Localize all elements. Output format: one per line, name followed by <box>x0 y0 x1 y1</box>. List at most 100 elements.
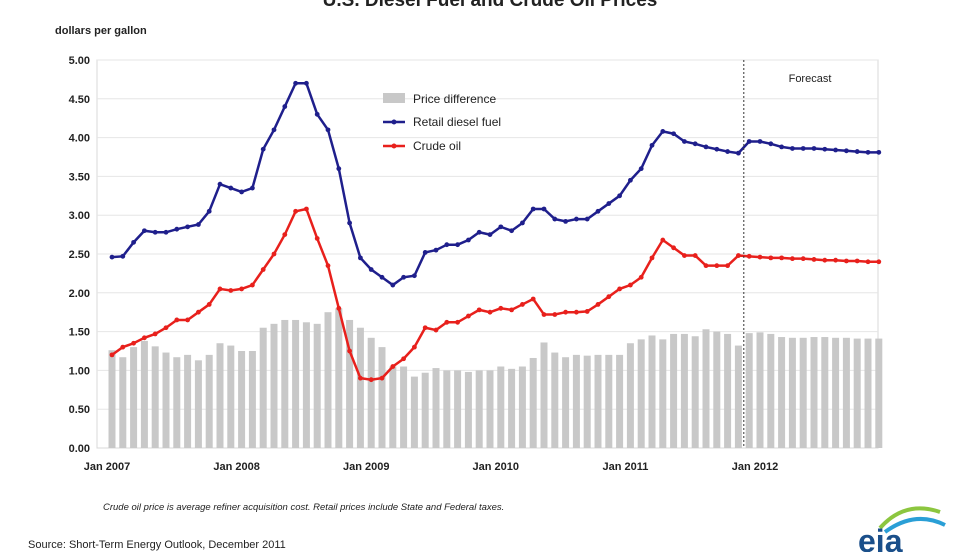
point-retail-diesel-fuel <box>260 146 266 152</box>
bar-price-difference <box>540 342 548 448</box>
point-retail-diesel-fuel <box>530 206 536 212</box>
point-retail-diesel-fuel <box>336 166 342 172</box>
y-tick-label: 4.50 <box>69 94 90 106</box>
point-crude-oil <box>692 253 698 258</box>
point-retail-diesel-fuel <box>314 111 320 117</box>
point-retail-diesel-fuel <box>412 273 417 279</box>
point-crude-oil <box>822 257 828 263</box>
y-tick-label: 3.00 <box>69 210 90 222</box>
y-tick-label: 0.00 <box>69 443 90 455</box>
point-crude-oil <box>736 253 741 258</box>
point-crude-oil <box>865 259 871 265</box>
bar-price-difference <box>508 368 516 448</box>
point-retail-diesel-fuel <box>692 141 698 147</box>
bar-price-difference <box>443 370 451 448</box>
bar-price-difference <box>259 327 267 448</box>
bar-price-difference <box>130 347 138 448</box>
bar-price-difference <box>799 337 807 448</box>
point-retail-diesel-fuel <box>476 229 482 235</box>
legend-marker-retail-diesel <box>391 119 397 125</box>
point-crude-oil <box>563 309 568 315</box>
bar-price-difference <box>648 335 656 448</box>
point-retail-diesel-fuel <box>109 254 115 260</box>
bar-price-difference <box>670 333 678 448</box>
y-tick-label: 0.50 <box>69 404 90 416</box>
point-crude-oil <box>120 344 126 350</box>
point-retail-diesel-fuel <box>271 127 277 133</box>
point-retail-diesel-fuel <box>358 255 363 261</box>
bar-price-difference <box>734 345 742 448</box>
bar-price-difference <box>475 370 483 448</box>
bar-price-difference <box>626 343 634 448</box>
point-crude-oil <box>800 256 806 262</box>
y-tick-label: 1.00 <box>69 365 90 377</box>
point-crude-oil <box>206 302 212 307</box>
point-crude-oil <box>293 208 298 214</box>
point-retail-diesel-fuel <box>595 208 601 214</box>
point-crude-oil <box>412 344 417 350</box>
bar-price-difference <box>335 308 343 448</box>
point-crude-oil <box>325 263 331 269</box>
point-retail-diesel-fuel <box>714 146 720 152</box>
bar-price-difference <box>583 355 591 448</box>
point-retail-diesel-fuel <box>584 216 590 222</box>
y-tick-label: 2.00 <box>69 288 90 300</box>
bar-price-difference <box>702 329 710 448</box>
point-retail-diesel-fuel <box>498 224 504 230</box>
bar-price-difference <box>756 332 764 448</box>
point-crude-oil <box>336 305 342 311</box>
bar-price-difference <box>140 340 148 448</box>
y-tick-label: 4.00 <box>69 133 90 145</box>
point-retail-diesel-fuel <box>757 139 763 144</box>
point-crude-oil <box>487 309 493 315</box>
point-retail-diesel-fuel <box>703 144 709 150</box>
legend-label-crude-oil: Crude oil <box>413 139 461 153</box>
point-retail-diesel-fuel <box>811 146 817 151</box>
bar-price-difference <box>173 357 181 448</box>
point-retail-diesel-fuel <box>617 193 622 199</box>
point-crude-oil <box>833 257 838 263</box>
point-crude-oil <box>790 256 795 262</box>
bar-price-difference <box>324 312 332 448</box>
x-tick-label: Jan 2009 <box>343 461 389 473</box>
legend-label-retail-diesel: Retail diesel fuel <box>413 115 501 129</box>
point-crude-oil <box>314 236 320 241</box>
point-crude-oil <box>746 253 752 259</box>
point-retail-diesel-fuel <box>671 131 676 137</box>
point-crude-oil <box>358 375 363 381</box>
point-crude-oil <box>239 286 245 292</box>
y-axis-label: dollars per gallon <box>55 25 147 37</box>
legend-label-price-difference: Price difference <box>413 92 496 106</box>
point-retail-diesel-fuel <box>401 274 406 280</box>
point-retail-diesel-fuel <box>422 250 428 255</box>
bar-price-difference <box>378 347 386 448</box>
legend: Price difference Retail diesel fuel Crud… <box>383 92 501 153</box>
y-tick-label: 3.50 <box>69 171 90 183</box>
point-crude-oil <box>682 253 687 258</box>
point-crude-oil <box>768 255 774 261</box>
point-retail-diesel-fuel <box>239 189 245 195</box>
point-retail-diesel-fuel <box>768 141 774 147</box>
point-retail-diesel-fuel <box>541 206 547 212</box>
point-crude-oil <box>649 255 655 261</box>
x-tick-label: Jan 2012 <box>732 461 778 473</box>
point-crude-oil <box>131 340 137 346</box>
point-crude-oil <box>422 325 428 331</box>
point-crude-oil <box>844 258 849 264</box>
bar-price-difference <box>184 354 192 448</box>
bar-price-difference <box>659 339 667 448</box>
bar-price-difference <box>454 370 462 448</box>
bar-price-difference <box>367 337 375 448</box>
point-crude-oil <box>444 319 450 325</box>
svg-text:eia: eia <box>858 523 903 552</box>
bar-price-difference <box>518 366 526 448</box>
point-crude-oil <box>390 364 396 369</box>
bar-price-difference <box>313 323 321 448</box>
point-crude-oil <box>520 302 525 307</box>
bar-price-difference <box>821 337 829 448</box>
y-tick-label: 5.00 <box>69 55 90 67</box>
point-crude-oil <box>530 296 536 302</box>
eia-logo: eia <box>858 506 946 552</box>
point-retail-diesel-fuel <box>304 80 309 86</box>
point-crude-oil <box>779 255 784 261</box>
